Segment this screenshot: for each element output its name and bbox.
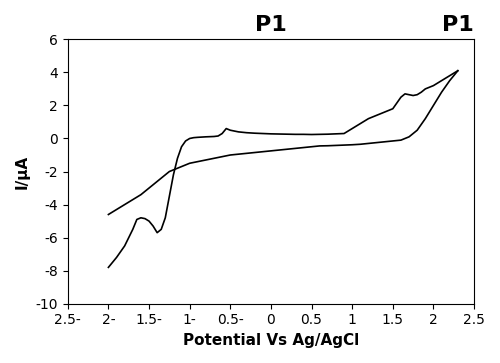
X-axis label: Potential Vs Ag/AgCl: Potential Vs Ag/AgCl	[183, 333, 359, 348]
Text: P1: P1	[442, 15, 474, 35]
Y-axis label: I/μA: I/μA	[15, 155, 30, 189]
Title: P1: P1	[255, 15, 287, 35]
